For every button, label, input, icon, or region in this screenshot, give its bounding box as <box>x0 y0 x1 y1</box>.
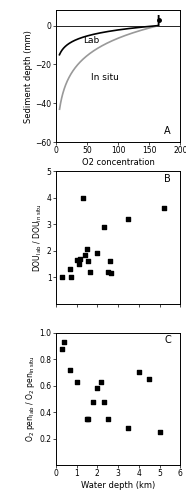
Point <box>106 268 109 276</box>
Point <box>127 215 130 223</box>
Point <box>61 344 64 352</box>
Point <box>75 256 78 264</box>
Point <box>127 424 130 432</box>
Point <box>100 378 103 386</box>
Point <box>81 194 84 202</box>
Text: In situ: In situ <box>91 73 118 82</box>
Point <box>92 398 95 406</box>
Point <box>96 250 99 258</box>
Point <box>69 366 72 374</box>
Point <box>85 246 89 254</box>
Point <box>86 258 89 266</box>
Point <box>89 268 92 276</box>
Text: Lab: Lab <box>83 36 100 45</box>
Point <box>108 258 111 266</box>
Point <box>70 273 73 281</box>
Text: A: A <box>164 126 171 136</box>
Point <box>106 414 109 422</box>
Point <box>69 265 72 273</box>
X-axis label: O2 concentration: O2 concentration <box>82 158 155 167</box>
Point <box>77 260 80 268</box>
Point <box>86 414 89 422</box>
Y-axis label: Sediment depth (mm): Sediment depth (mm) <box>24 30 33 122</box>
Point <box>158 428 161 436</box>
Point <box>137 368 140 376</box>
Point <box>102 398 105 406</box>
Point <box>109 269 112 277</box>
Point <box>85 414 89 422</box>
Point <box>61 273 64 281</box>
Y-axis label: O$_2$ pen$_{\mathrm{lab}}$ / O$_2$ pen$_{\mathrm{in\ situ}}$: O$_2$ pen$_{\mathrm{lab}}$ / O$_2$ pen$_… <box>24 356 37 442</box>
Text: C: C <box>164 336 171 345</box>
Point <box>63 338 66 346</box>
Point <box>102 223 105 231</box>
Point <box>148 375 151 383</box>
Text: B: B <box>164 174 171 184</box>
X-axis label: Water depth (km): Water depth (km) <box>81 481 155 490</box>
Y-axis label: DOU$_{\mathrm{lab}}$ / DOU$_{\mathrm{in\ situ}}$: DOU$_{\mathrm{lab}}$ / DOU$_{\mathrm{in\… <box>31 203 44 272</box>
Point <box>78 254 81 262</box>
Point <box>83 250 86 258</box>
Point <box>96 384 99 392</box>
Point <box>75 378 78 386</box>
Point <box>162 204 165 212</box>
